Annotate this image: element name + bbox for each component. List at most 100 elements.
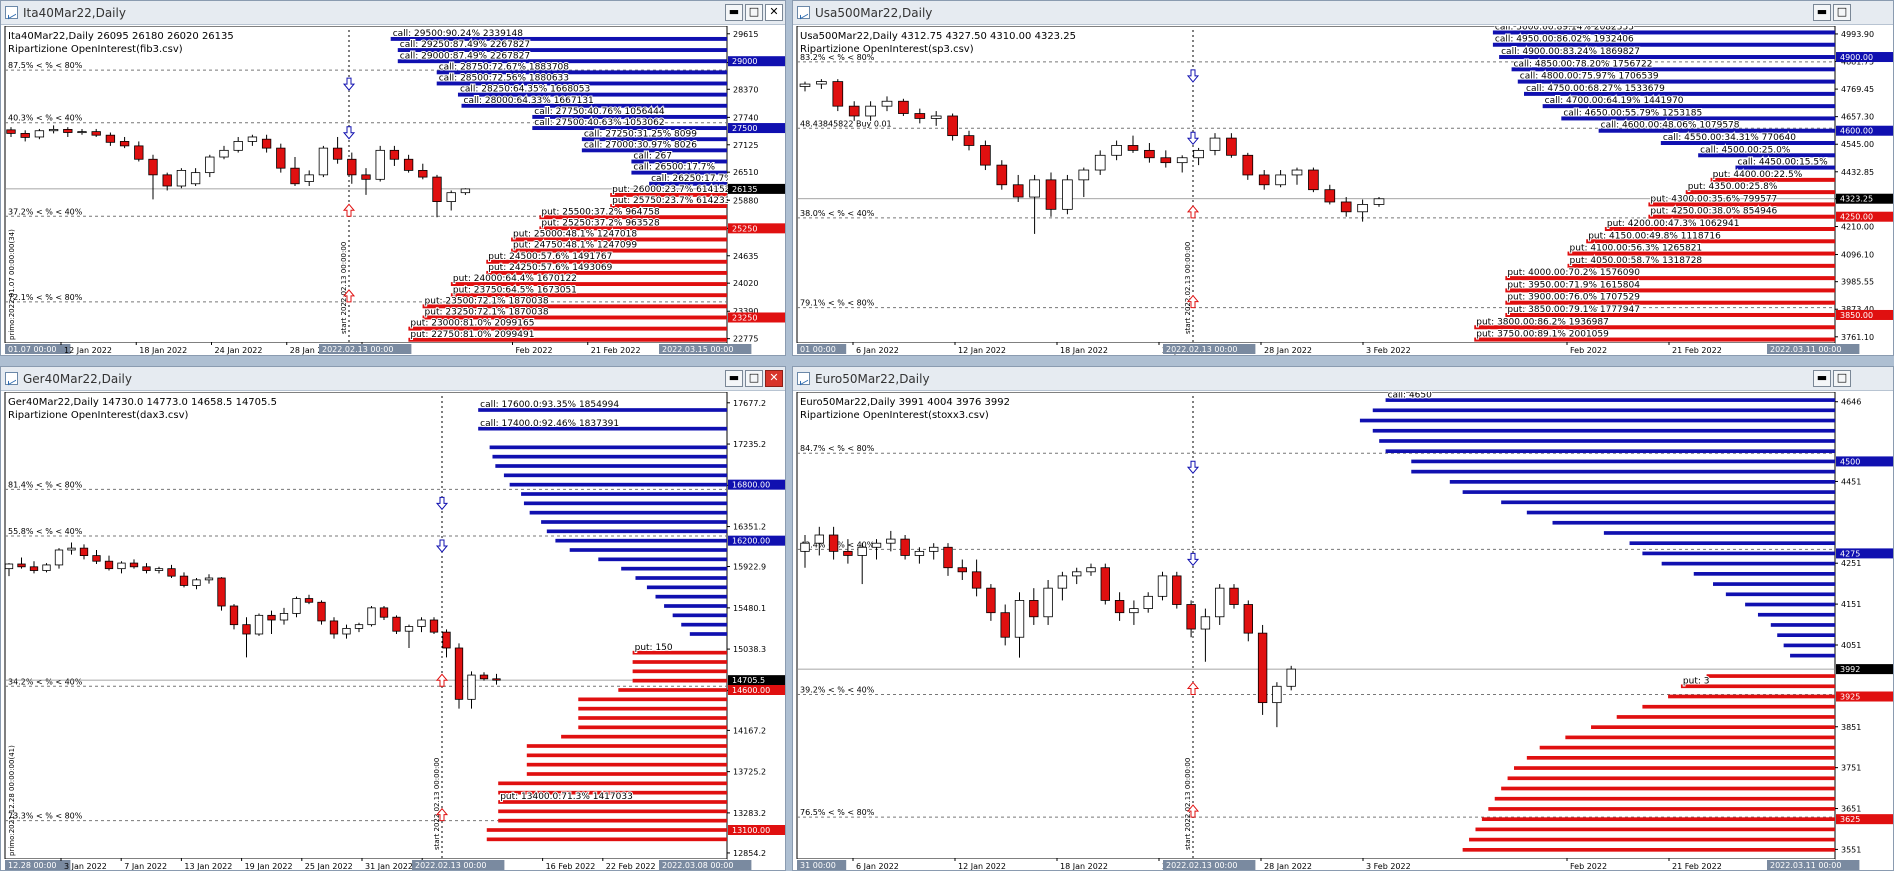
chart-canvas[interactable]: 87.5% < % < 80% 40.3% < % < 40% 37.2% < % … [1, 26, 785, 355]
minimize-button[interactable]: ▬ [725, 370, 743, 387]
time-highlight-label: 2022.03.15 00:00 [662, 345, 733, 354]
call-strike-bar [1783, 643, 1835, 648]
bull-candle [192, 579, 201, 586]
time-tick-label: 28 Jan 2022 [1264, 346, 1312, 355]
window-titlebar[interactable]: Usa500Mar22,Daily ▬ □ [793, 1, 1893, 25]
bear-candle [332, 147, 343, 160]
close-button[interactable]: ✕ [765, 370, 783, 387]
call-strike-label: call: 4850.00:78.20% 1756722 [1514, 59, 1653, 69]
chart-canvas[interactable]: 83.2% < % < 80% 48.43845822 Buy 0.01 38.0%… [793, 26, 1893, 355]
put-strike-bar [561, 734, 727, 739]
put-strike-bar [1567, 263, 1835, 268]
call-strike-bar [390, 36, 727, 41]
chart-plot-area[interactable]: 83.2% < % < 80% 48.43845822 Buy 0.01 38.0%… [793, 26, 1893, 355]
price-tick-label: 29615 [733, 30, 758, 39]
bear-candle [79, 547, 89, 556]
time-highlight-label: 2022.02.13 00:00 [1166, 861, 1237, 870]
price-tick-label: 22775 [733, 335, 758, 344]
bear-candle [267, 614, 276, 621]
maximize-button[interactable]: □ [745, 4, 763, 21]
price-highlight-label: 3625 [1840, 815, 1860, 824]
call-strike-bar [1542, 104, 1835, 109]
bull-candle [929, 546, 939, 552]
put-strike-bar [1642, 704, 1835, 709]
price-tick-label: 3851 [1841, 723, 1861, 732]
bull-candle [800, 542, 810, 552]
bear-candle [1144, 149, 1155, 159]
bear-candle [832, 81, 844, 107]
maximize-button[interactable]: □ [745, 370, 763, 387]
bull-candle [190, 172, 201, 185]
zone-label: 87.5% < % < 80% [8, 61, 83, 70]
time-axis [1, 859, 727, 870]
chart-canvas[interactable]: 81.4% < % < 80% 55.8% < % < 40% 34.2% < % … [1, 392, 785, 870]
bull-candle [1078, 169, 1090, 181]
window-titlebar[interactable]: Ita40Mar22,Daily ▬ □ ✕ [1, 1, 785, 25]
call-strike-label: call: 27750:40.76% 1056444 [534, 107, 665, 117]
bull-candle [1272, 685, 1282, 704]
bear-candle [1242, 154, 1254, 176]
bear-candle [432, 176, 442, 202]
put-strike-bar [422, 304, 727, 309]
close-button[interactable]: ✕ [765, 4, 783, 21]
bear-candle [304, 598, 314, 603]
price-tick-label: 17235.2 [733, 440, 766, 449]
call-strike-label: call: 4450.00:15.5% [1737, 158, 1828, 168]
time-tick-label: 3 Jan 2022 [64, 862, 107, 870]
bull-candle [857, 546, 867, 556]
put-strike-bar [1474, 325, 1835, 330]
minimize-button[interactable]: ▬ [1813, 370, 1831, 387]
call-strike-bar [581, 148, 727, 153]
put-strike-label: put: 23250:72.1% 1870038 [425, 308, 549, 318]
chart-plot-area[interactable]: 87.5% < % < 80% 40.3% < % < 40% 37.2% < % … [1, 26, 785, 355]
chart-window-euro50[interactable]: Euro50Mar22,Daily ▬ □ 84.7% < % < 80% 43.… [792, 366, 1894, 871]
put-strike-label: put: 25250:37.2% 963528 [541, 218, 660, 228]
put-strike-label: put: 24750:48.1% 1247099 [513, 241, 637, 251]
time-tick-label: 16 Feb 2022 [546, 862, 596, 870]
chart-window-usa500[interactable]: Usa500Mar22,Daily ▬ □ 83.2% < % < 80% 48.… [792, 0, 1894, 356]
put-strike-bar [1539, 745, 1835, 750]
minimize-button[interactable]: ▬ [1813, 4, 1831, 21]
bear-candle [898, 100, 909, 114]
chart-plot-area[interactable]: 84.7% < % < 80%43.4% < % < 40%39.2% < % … [793, 392, 1893, 870]
time-highlight [659, 860, 752, 870]
bull-candle [1094, 154, 1106, 171]
bull-candle [279, 613, 289, 621]
chart-window-ita40[interactable]: Ita40Mar22,Daily ▬ □ ✕ 87.5% < % < 80% 40… [0, 0, 786, 356]
call-strike-bar [1492, 30, 1835, 35]
call-strike-bar [1511, 67, 1835, 72]
call-strike-bar [569, 548, 727, 552]
call-strike-label: call: 26250:17.7% [651, 174, 733, 184]
time-tick-label: 3 Feb 2022 [1366, 862, 1411, 870]
call-strike-bar [1642, 551, 1835, 556]
price-tick-label: 4451 [1841, 477, 1861, 486]
window-titlebar[interactable]: Euro50Mar22,Daily ▬ □ [793, 367, 1893, 391]
put-strike-bar [610, 192, 727, 197]
chart-plot-area[interactable]: 81.4% < % < 80% 55.8% < % < 40% 34.2% < % … [1, 392, 785, 870]
put-strike-bar [1567, 251, 1835, 256]
call-strike-bar [1501, 500, 1835, 505]
maximize-button[interactable]: □ [1833, 4, 1851, 21]
bear-candle [229, 605, 239, 626]
time-tick-label: 21 Feb 2022 [1672, 346, 1722, 355]
call-strike-label: call: 27000:30.97% 8026 [584, 140, 697, 150]
minimize-button[interactable]: ▬ [725, 4, 743, 21]
window-titlebar[interactable]: Ger40Mar22,Daily ▬ □ ✕ [1, 367, 785, 391]
maximize-button[interactable]: □ [1833, 370, 1851, 387]
chart-window-ger40[interactable]: Ger40Mar22,Daily ▬ □ ✕ 81.4% < % < 80% 55… [0, 366, 786, 871]
bear-candle [261, 138, 272, 149]
put-strike-label: put: 25000:48.1% 1247018 [513, 230, 637, 240]
bear-candle [1045, 179, 1057, 210]
bear-candle [1243, 604, 1253, 634]
price-highlight [728, 825, 785, 835]
zone-label: 40.3% < % < 40% [8, 114, 83, 123]
put-strike-label: put: 13400.0:71.3% 1417033 [500, 792, 633, 802]
chart-canvas[interactable]: 84.7% < % < 80%43.4% < % < 40%39.2% < % … [793, 392, 1893, 870]
marker-strip [1815, 30, 1835, 342]
put-strike-label: put: 4050.00:58.7% 1318728 [1570, 256, 1703, 266]
call-strike-bar [1449, 480, 1835, 484]
bear-candle [142, 566, 151, 571]
call-strike-bar [1777, 633, 1835, 638]
bear-candle [17, 563, 26, 568]
put-strike-label: put: 4200.00:47.3% 1062941 [1607, 219, 1740, 229]
